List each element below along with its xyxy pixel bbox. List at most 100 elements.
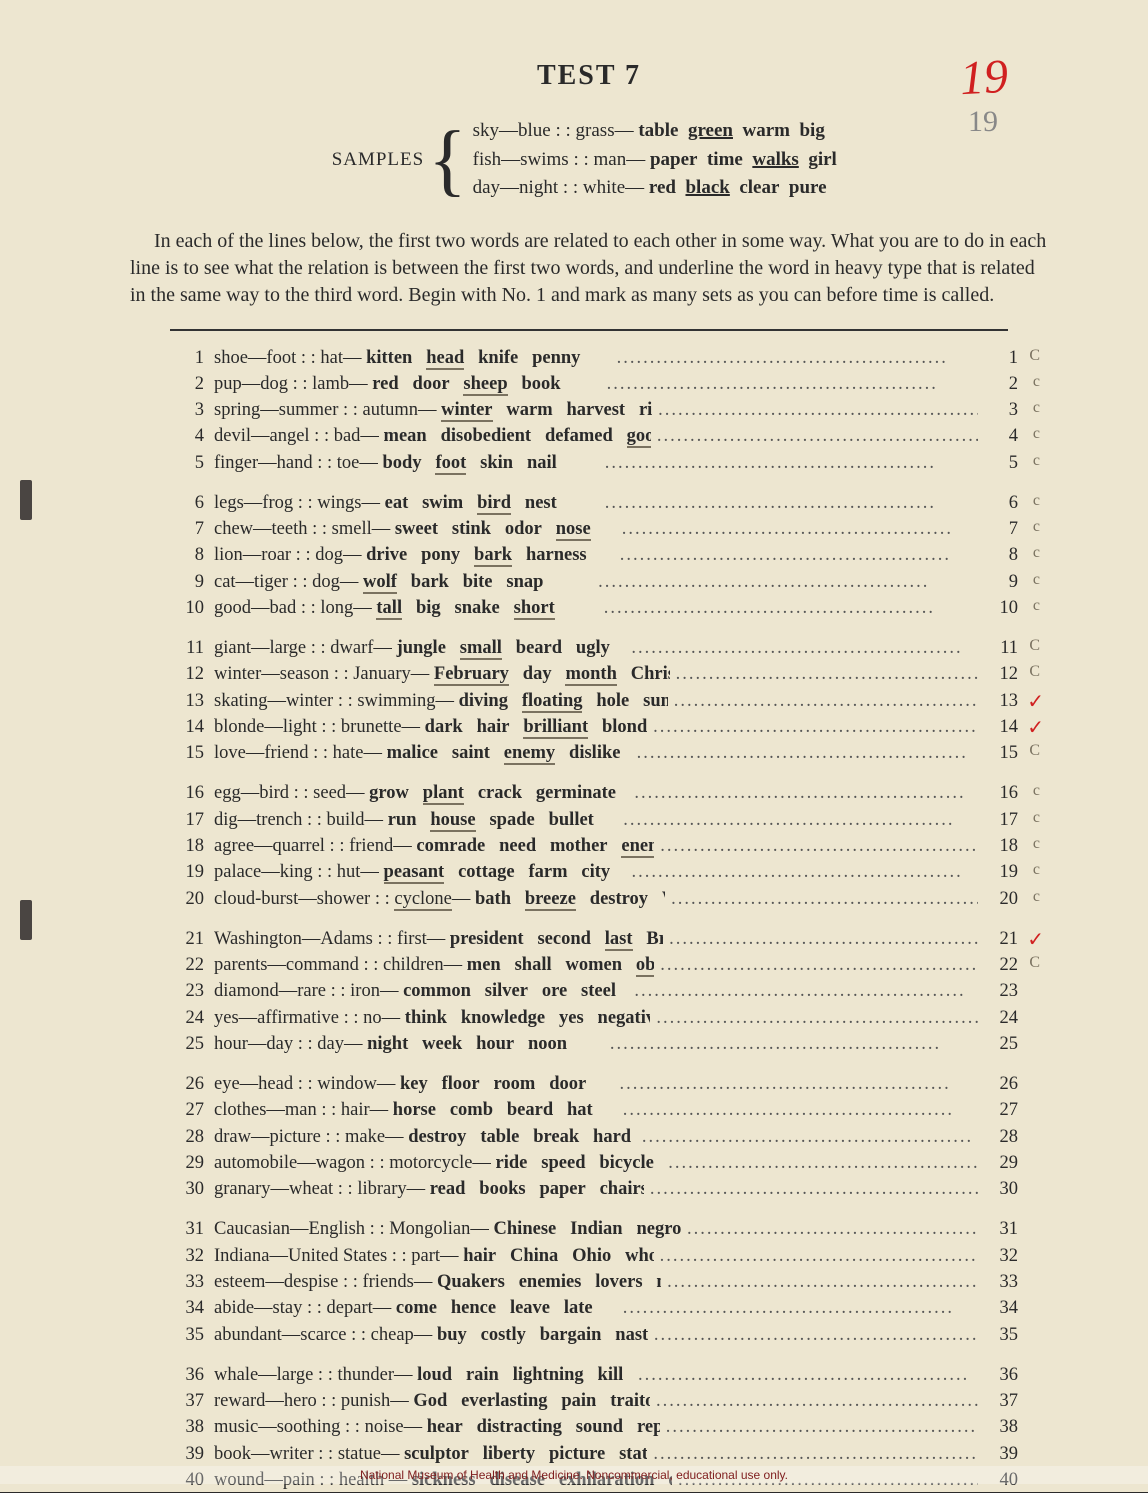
staple-mark [20, 900, 32, 940]
question-number-right: 7 [984, 516, 1018, 542]
grading-mark: c [1033, 542, 1040, 565]
question-row: 12winter—season : : January— February da… [170, 661, 1018, 687]
question-number-left: 22 [170, 952, 204, 978]
grading-mark: ✓ [1027, 926, 1044, 954]
question-number-right: 8 [984, 542, 1018, 568]
question-number-right: 24 [984, 1005, 1018, 1031]
question-row: 23diamond—rare : : iron— common silver o… [170, 978, 1018, 1004]
question-number-left: 26 [170, 1071, 204, 1097]
grading-mark: c [1033, 780, 1040, 803]
grading-mark: c [1033, 833, 1040, 856]
question-number-right: 6 [984, 490, 1018, 516]
question-number-left: 6 [170, 490, 204, 516]
leader-dots: ........................................… [642, 1124, 978, 1150]
question-text: devil—angel : : bad— mean disobedient de… [214, 423, 651, 449]
footer-credit: National Museum of Health and Medicine. … [0, 1466, 1148, 1484]
question-text: good—bad : : long— tall big snake short [214, 595, 598, 621]
question-number-right: 38 [984, 1414, 1018, 1440]
grading-mark: c [1033, 423, 1040, 446]
question-row: 26eye—head : : window— key floor room do… [170, 1071, 1018, 1097]
question-row: 25hour—day : : day— night week hour noon… [170, 1031, 1018, 1057]
question-number-right: 25 [984, 1031, 1018, 1057]
leader-dots: ........................................… [623, 807, 978, 833]
question-row: 30 granary—wheat : : library— read books … [170, 1176, 1018, 1202]
question-group: 11 giant—large : : dwarf— jungle small be… [170, 635, 1018, 766]
question-number-left: 38 [170, 1414, 204, 1440]
grading-mark: c [1033, 450, 1040, 473]
question-group: 31Caucasian—English : : Mongolian— Chine… [170, 1216, 1018, 1347]
question-number-right: 21 [984, 926, 1018, 952]
leader-dots: ........................................… [638, 1362, 978, 1388]
leader-dots: ........................................… [654, 1322, 978, 1348]
question-text: finger—hand : : toe— body foot skin nail [214, 450, 599, 476]
leader-dots: ........................................… [650, 1176, 978, 1202]
question-row: 33esteem—despise : : friends— Quakers en… [170, 1269, 1018, 1295]
grading-mark: C [1029, 635, 1040, 658]
question-number-left: 21 [170, 926, 204, 952]
leader-dots: ........................................… [623, 1097, 978, 1123]
question-number-left: 34 [170, 1295, 204, 1321]
question-text: automobile—wagon : : motorcycle— ride sp… [214, 1150, 662, 1176]
question-number-right: 22 [984, 952, 1018, 978]
question-text: abundant—scarce : : cheap— buy costly ba… [214, 1322, 648, 1348]
leader-dots: ........................................… [656, 1388, 978, 1414]
leader-dots: ........................................… [634, 978, 978, 1004]
question-number-left: 8 [170, 542, 204, 568]
question-row: 13skating—winter : : swimming— diving fl… [170, 688, 1018, 714]
question-text: clothes—man : : hair— horse comb beard h… [214, 1097, 617, 1123]
grading-mark: c [1033, 595, 1040, 618]
question-text: egg—bird : : seed— grow plant crack germ… [214, 780, 628, 806]
question-number-right: 28 [984, 1124, 1018, 1150]
grading-mark: c [1033, 886, 1040, 909]
question-number-right: 16 [984, 780, 1018, 806]
question-number-left: 3 [170, 397, 204, 423]
question-row: 5 finger—hand : : toe— body foot skin nai… [170, 450, 1018, 476]
question-text: spring—summer : : autumn— winter warm ha… [214, 397, 652, 423]
question-text: giant—large : : dwarf— jungle small bear… [214, 635, 625, 661]
question-text: agree—quarrel : : friend— comrade need m… [214, 833, 654, 859]
question-number-right: 2 [984, 371, 1018, 397]
question-number-left: 17 [170, 807, 204, 833]
question-row: 3 spring—summer : : autumn— winter warm h… [170, 397, 1018, 423]
leader-dots: ........................................… [631, 859, 978, 885]
question-text: love—friend : : hate— malice saint enemy… [214, 740, 631, 766]
leader-dots: ........................................… [620, 542, 978, 568]
grading-mark: c [1033, 859, 1040, 882]
question-row: 20cloud-burst—shower : : cyclone— bath b… [170, 886, 1018, 912]
question-number-right: 10 [984, 595, 1018, 621]
leader-dots: ........................................… [619, 1071, 978, 1097]
question-number-left: 4 [170, 423, 204, 449]
question-number-left: 29 [170, 1150, 204, 1176]
leader-dots: ........................................… [660, 1243, 978, 1269]
question-number-left: 5 [170, 450, 204, 476]
question-number-right: 14 [984, 714, 1018, 740]
question-number-right: 19 [984, 859, 1018, 885]
handwritten-score-red: 19 [959, 49, 1010, 106]
grading-mark: C [1029, 345, 1040, 368]
question-number-left: 7 [170, 516, 204, 542]
question-text: dig—trench : : build— run house spade bu… [214, 807, 617, 833]
question-row: 39book—writer : : statue— sculptor liber… [170, 1441, 1018, 1467]
question-group: 26eye—head : : window— key floor room do… [170, 1071, 1018, 1202]
question-text: cat—tiger : : dog— wolf bark bite snap [214, 569, 592, 595]
leader-dots: ........................................… [687, 1216, 978, 1242]
question-number-right: 30 [984, 1176, 1018, 1202]
question-row: 34abide—stay : : depart— come hence leav… [170, 1295, 1018, 1321]
question-text: parents—command : : children— men shall … [214, 952, 654, 978]
question-row: 27clothes—man : : hair— horse comb beard… [170, 1097, 1018, 1123]
question-text: skating—winter : : swimming— diving floa… [214, 688, 668, 714]
question-number-right: 36 [984, 1362, 1018, 1388]
question-number-left: 30 [170, 1176, 204, 1202]
question-text: esteem—despise : : friends— Quakers enem… [214, 1269, 661, 1295]
question-row: 14blonde—light : : brunette— dark hair b… [170, 714, 1018, 740]
question-row: 19palace—king : : hut— peasant cottage f… [170, 859, 1018, 885]
question-row: 1shoe—foot : : hat— kitten head knife pe… [170, 345, 1018, 371]
questions-list: 1shoe—foot : : hat— kitten head knife pe… [130, 345, 1048, 1493]
question-text: granary—wheat : : library— read books pa… [214, 1176, 644, 1202]
question-number-left: 12 [170, 661, 204, 687]
question-number-left: 11 [170, 635, 204, 661]
question-row: 9cat—tiger : : dog— wolf bark bite snap.… [170, 569, 1018, 595]
question-number-left: 39 [170, 1441, 204, 1467]
grading-mark: c [1033, 371, 1040, 394]
question-number-right: 18 [984, 833, 1018, 859]
